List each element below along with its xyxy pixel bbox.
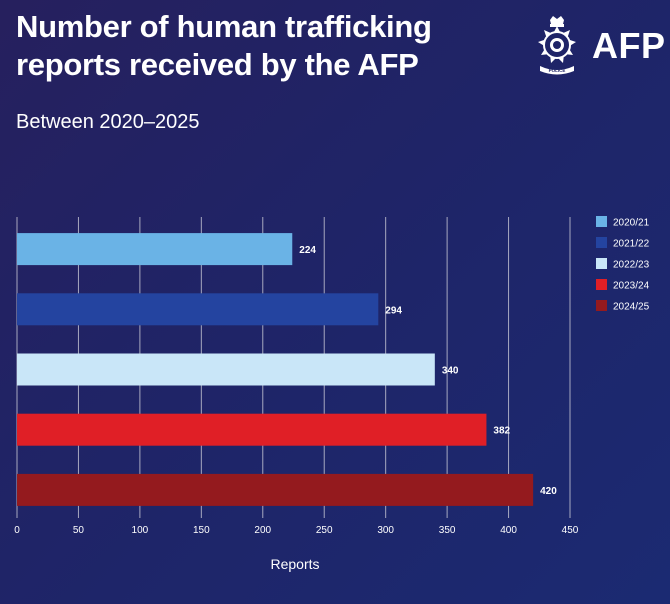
legend-label: 2020/21 xyxy=(613,218,650,229)
legend-label: 2023/24 xyxy=(613,281,650,292)
bar-2022-23 xyxy=(17,353,435,386)
bar-2023-24 xyxy=(17,413,487,446)
x-tick-label: 100 xyxy=(132,525,149,536)
legend-swatch xyxy=(596,216,607,227)
data-label: 340 xyxy=(442,366,459,377)
x-tick-label: 50 xyxy=(73,525,85,536)
bar-2024-25 xyxy=(17,473,534,506)
x-tick-label: 450 xyxy=(562,525,579,536)
bar-2021-22 xyxy=(17,293,379,326)
x-tick-label: 200 xyxy=(254,525,271,536)
legend-swatch xyxy=(596,237,607,248)
x-tick-label: 350 xyxy=(439,525,456,536)
legend-label: 2022/23 xyxy=(613,260,650,271)
x-tick-label: 250 xyxy=(316,525,333,536)
legend-swatch xyxy=(596,279,607,290)
police-badge-icon: POLICE xyxy=(538,16,576,75)
afp-logo: POLICE AFP xyxy=(528,12,665,80)
data-label: 224 xyxy=(299,245,316,256)
logo-text: AFP xyxy=(592,25,666,66)
chart-title: Number of human trafficking reports rece… xyxy=(16,9,432,82)
legend-swatch xyxy=(596,300,607,311)
data-label: 382 xyxy=(493,426,510,437)
bars xyxy=(17,233,534,506)
legend: 2020/21 2021/22 2022/23 2023/24 2024/25 xyxy=(596,216,650,313)
data-labels: 224 294 340 382 420 xyxy=(299,245,557,497)
data-label: 294 xyxy=(385,305,402,316)
x-tick-label: 300 xyxy=(377,525,394,536)
x-tick-label: 150 xyxy=(193,525,210,536)
legend-label: 2021/22 xyxy=(613,239,650,250)
legend-label: 2024/25 xyxy=(613,302,650,313)
x-tick-label: 400 xyxy=(500,525,517,536)
chart-subtitle: Between 2020–2025 xyxy=(16,111,200,133)
bar-2020-21 xyxy=(17,233,293,266)
badge-text: POLICE xyxy=(549,68,566,73)
x-axis-ticks: 0 50 100 150 200 250 300 350 400 450 xyxy=(14,525,579,536)
x-tick-label: 0 xyxy=(14,525,20,536)
data-label: 420 xyxy=(540,486,557,497)
legend-swatch xyxy=(596,258,607,269)
x-axis-title: Reports xyxy=(270,556,319,572)
